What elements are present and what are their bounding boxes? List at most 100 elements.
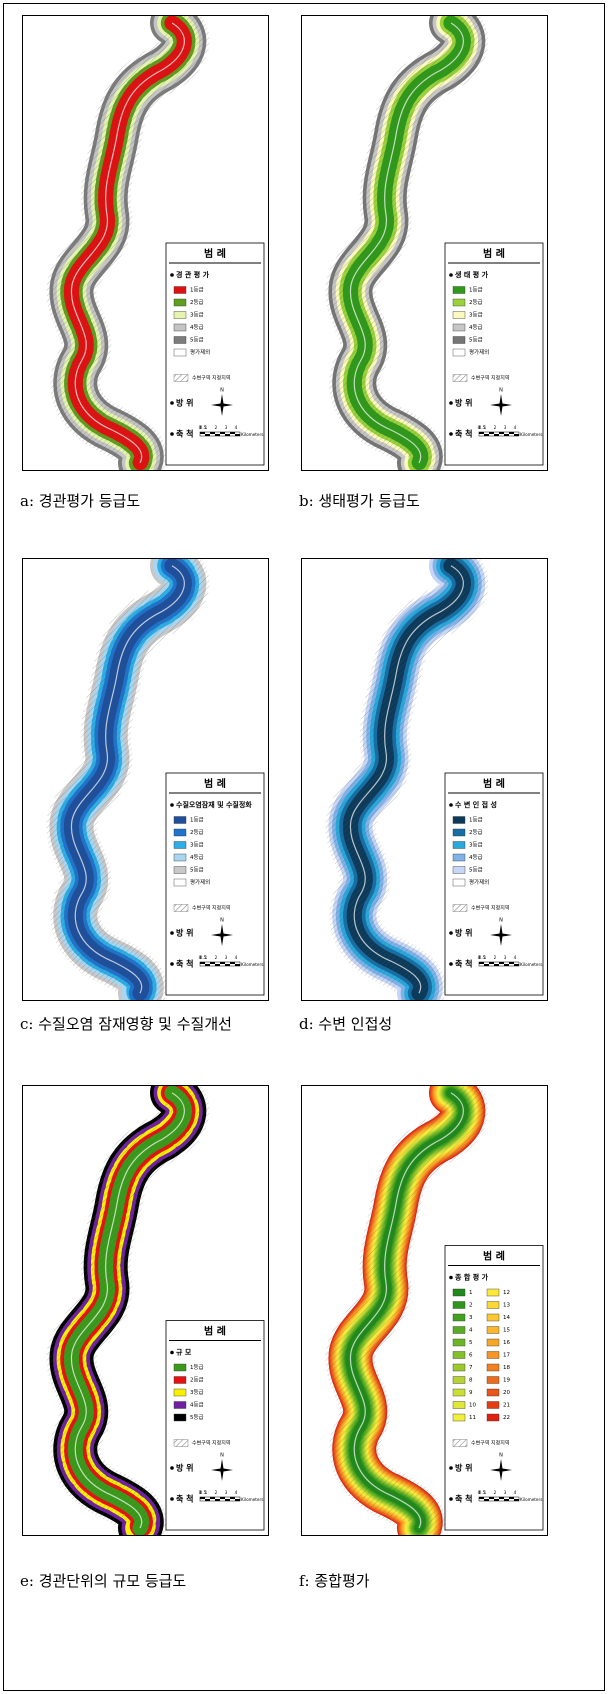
bullet (449, 1497, 453, 1501)
bullet (449, 432, 453, 436)
scale-bar (514, 964, 519, 966)
scale-tick-label: 2 (215, 425, 218, 430)
scale-tick-label: 1 (484, 425, 487, 430)
scale-bar (489, 962, 494, 964)
scale-unit: Kilometers (520, 962, 542, 967)
scale-bar (225, 964, 230, 966)
legend-label: 4 (469, 1328, 473, 1334)
legend-swatch (453, 312, 465, 319)
legend-swatch (487, 1364, 499, 1371)
scale-tick-label: 4 (235, 425, 238, 430)
legend-swatch (453, 1377, 465, 1384)
legend-label: 8 (469, 1378, 473, 1384)
legend-swatch (487, 1327, 499, 1334)
note-label: 수변구역 지정지역 (471, 1440, 509, 1447)
scale-tick-label: 3 (225, 425, 228, 430)
legend-label: 3등급 (469, 312, 483, 319)
legend-heading: 종 합 평 가 (455, 1273, 489, 1282)
legend-label: 평가제외 (469, 878, 489, 886)
scale-bar (220, 432, 225, 434)
legend-swatch (453, 299, 465, 306)
legend-swatch (174, 324, 186, 331)
note-label: 수변구역 지정지역 (471, 375, 509, 382)
caption: e: 경관단위의 규모 등급도 (20, 1572, 186, 1590)
legend-swatch (453, 1339, 465, 1346)
legend-label: 평가제외 (469, 348, 489, 356)
legend-title: 범 례 (483, 1250, 505, 1263)
scale-bar (504, 434, 509, 436)
legend-label: 3등급 (190, 1389, 204, 1396)
legend-swatch (453, 1389, 465, 1396)
legend-swatch (453, 879, 465, 886)
north-label: N (499, 1453, 503, 1459)
bullet (449, 401, 453, 405)
legend-label: 9 (469, 1390, 473, 1396)
legend-label: 20 (503, 1390, 510, 1396)
legend-label: 1등급 (190, 1364, 204, 1371)
scale-unit: Kilometers (520, 432, 542, 437)
scale-bar (225, 1499, 230, 1501)
legend-label: 1등급 (190, 287, 204, 294)
legend-label: 7 (469, 1365, 473, 1371)
scale-bar (205, 1499, 210, 1501)
scale-bar (210, 962, 215, 964)
legend-title: 범 례 (483, 777, 505, 790)
map-panel: 범 례생 태 평 가1등급2등급3등급4등급5등급평가제외수변구역 지정지역방 … (302, 16, 548, 471)
legend-swatch (174, 854, 186, 861)
scale-bar (205, 434, 210, 436)
legend-swatch (453, 1314, 465, 1321)
legend-swatch (453, 1364, 465, 1371)
scale-tick-label: 2 (494, 955, 497, 960)
legend-label: 3등급 (190, 312, 204, 319)
orientation-label: 방 위 (455, 398, 473, 408)
scale-bar (230, 432, 235, 434)
scale-label: 축 척 (455, 959, 473, 969)
legend-label: 22 (503, 1415, 510, 1421)
scale-bar (220, 1497, 225, 1499)
legend-swatch (453, 349, 465, 356)
legend-swatch (453, 1327, 465, 1334)
legend-swatch (487, 1314, 499, 1321)
scale-bar (479, 1497, 484, 1499)
legend-swatch (174, 842, 186, 849)
scale-label: 축 척 (176, 1494, 194, 1504)
bullet (170, 1497, 174, 1501)
bullet (449, 962, 453, 966)
legend-swatch (453, 324, 465, 331)
legend-swatch (174, 1402, 186, 1409)
scale-tick-label: 3 (504, 1490, 507, 1495)
legend-title: 범 례 (204, 247, 226, 260)
scale-tick-label: 4 (235, 1490, 238, 1495)
bullet (170, 1466, 174, 1470)
legend-label: 2 (469, 1303, 473, 1309)
legend-label: 1등급 (469, 287, 483, 294)
legend-swatch (453, 1289, 465, 1296)
legend-heading: 경 관 평 가 (176, 270, 210, 279)
legend-swatch (174, 287, 186, 294)
legend-label: 5등급 (190, 337, 204, 344)
scale-label: 축 척 (455, 429, 473, 439)
legend-heading: 수 변 인 접 성 (455, 800, 497, 809)
scale-bar (484, 434, 489, 436)
legend-label: 21 (503, 1403, 510, 1409)
map-panel: 범 례경 관 평 가1등급2등급3등급4등급5등급평가제외수변구역 지정지역방 … (23, 16, 269, 471)
scale-tick-label: 1 (484, 1490, 487, 1495)
legend-swatch (487, 1402, 499, 1409)
scale-bar (509, 432, 514, 434)
legend-swatch (174, 1389, 186, 1396)
legend-swatch (174, 867, 186, 874)
legend-label: 15 (503, 1328, 510, 1334)
scale-bar (215, 1499, 220, 1501)
legend-swatch (453, 842, 465, 849)
caption: b: 생태평가 등급도 (299, 492, 420, 510)
legend-label: 17 (503, 1353, 510, 1359)
legend-swatch (487, 1352, 499, 1359)
scale-tick-label: 1 (205, 425, 208, 430)
north-label: N (220, 1453, 224, 1459)
legend-label: 18 (503, 1365, 510, 1371)
